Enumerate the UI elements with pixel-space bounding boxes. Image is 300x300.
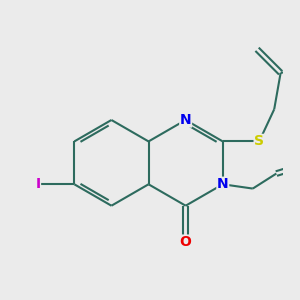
Text: S: S [254,134,264,148]
Text: N: N [217,177,229,191]
Text: N: N [180,113,191,127]
Text: O: O [180,235,192,249]
Text: I: I [35,177,40,191]
